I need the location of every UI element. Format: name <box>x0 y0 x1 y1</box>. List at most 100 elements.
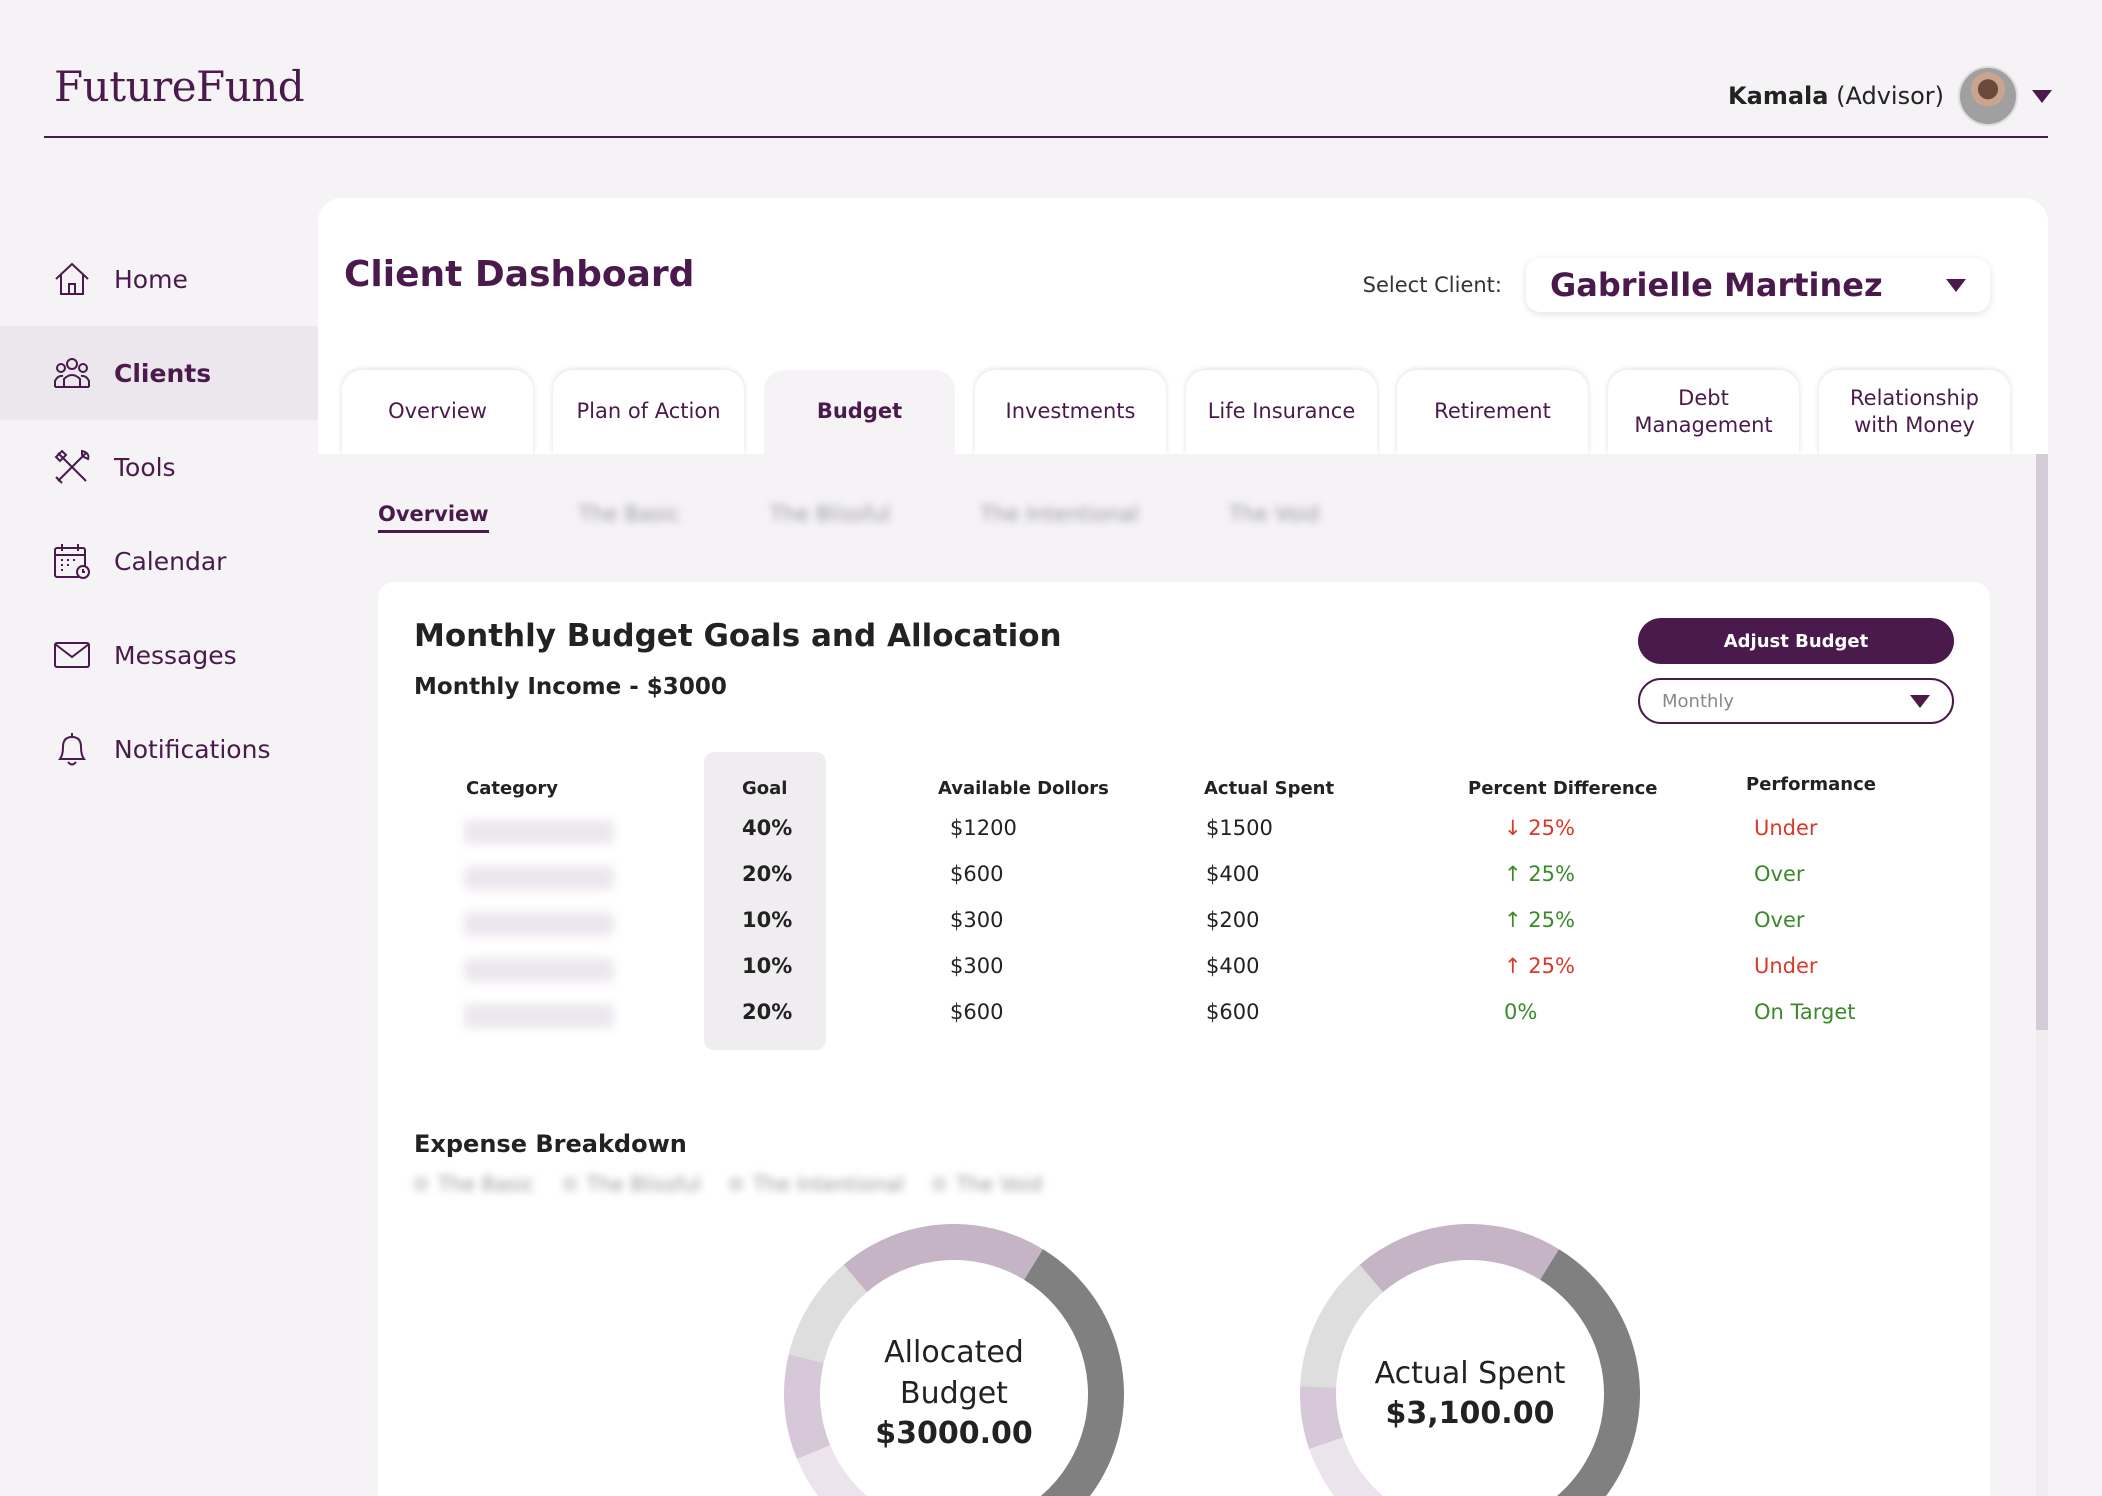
tab-life-insurance[interactable]: Life Insurance <box>1186 370 1377 454</box>
header-available: Available Dollors <box>938 778 1109 799</box>
legend-item: The Blissful <box>563 1172 702 1202</box>
goal-cell: 10% <box>742 954 793 978</box>
subtab-overview[interactable]: Overview <box>378 502 489 533</box>
header-divider <box>44 136 2048 138</box>
legend-item: The Basic <box>414 1172 535 1202</box>
percent-cell: 0% <box>1504 1000 1538 1024</box>
subtab-blurred[interactable]: The Blissful <box>770 502 891 526</box>
goal-cell: 20% <box>742 862 793 886</box>
tab-relationship-with-money[interactable]: Relationship with Money <box>1819 370 2010 454</box>
actual-donut-svg <box>1300 1224 1640 1496</box>
donut-slice <box>1300 1385 1344 1450</box>
chart-legend: The Basic The Blissful The Intentional T… <box>414 1172 1182 1202</box>
tab-investments[interactable]: Investments <box>975 370 1166 454</box>
sidebar-item-notifications[interactable]: Notifications <box>0 702 318 796</box>
page-title: Client Dashboard <box>344 254 695 295</box>
avatar[interactable] <box>1958 66 2018 126</box>
subtab-blurred[interactable]: The Intentional <box>980 502 1139 526</box>
period-value: Monthly <box>1662 690 1735 712</box>
tab-plan-of-action[interactable]: Plan of Action <box>553 370 744 454</box>
donut-slice <box>843 1224 1043 1293</box>
subtab-blurred[interactable]: The Basic <box>578 502 681 526</box>
percent-cell: ↑ 25% <box>1504 954 1575 978</box>
sidebar-item-home[interactable]: Home <box>0 232 318 326</box>
subtab-blurred[interactable]: The Void <box>1228 502 1320 526</box>
sidebar-item-clients[interactable]: Clients <box>0 326 318 420</box>
performance-cell: Under <box>1754 954 1818 978</box>
allocated-amount: $3000.00 <box>875 1416 1033 1452</box>
sidebar-item-messages[interactable]: Messages <box>0 608 318 702</box>
tab-overview[interactable]: Overview <box>342 370 533 454</box>
goal-cell: 10% <box>742 908 793 932</box>
performance-cell: On Target <box>1754 1000 1856 1024</box>
available-cell: $600 <box>950 1000 1004 1024</box>
actual-spent-donut: Actual Spent $3,100.00 <box>1300 1224 1640 1496</box>
chevron-down-icon[interactable] <box>2032 89 2052 103</box>
available-cell: $300 <box>950 908 1004 932</box>
performance-cell: Over <box>1754 862 1805 886</box>
main-panel: Client Dashboard Select Client: Gabriell… <box>318 198 2048 1496</box>
allocated-donut-label: Allocated Budget $3000.00 <box>784 1224 1124 1496</box>
sidebar-item-label: Messages <box>114 640 237 670</box>
allocated-label: Allocated Budget <box>884 1335 1024 1411</box>
legend-item: The Void <box>932 1172 1042 1202</box>
mail-icon <box>54 642 90 668</box>
sidebar: Home Clients Tools Calendar Messages Not… <box>0 232 318 796</box>
period-dropdown[interactable]: Monthly <box>1638 678 1954 724</box>
performance-cell: Under <box>1754 816 1818 840</box>
header-goal: Goal <box>742 778 788 799</box>
goal-cell: 40% <box>742 816 793 840</box>
user-role: (Advisor) <box>1836 82 1944 110</box>
scrollbar-thumb[interactable] <box>2036 454 2048 1030</box>
clients-icon <box>54 358 90 388</box>
performance-cell: Over <box>1754 908 1805 932</box>
category-cell-redacted <box>464 1004 614 1028</box>
selected-client-name: Gabrielle Martinez <box>1550 266 1883 304</box>
monthly-income: Monthly Income - $3000 <box>414 674 727 700</box>
donut-slice <box>796 1444 868 1496</box>
actual-cell: $600 <box>1206 1000 1260 1024</box>
chevron-down-icon <box>1910 694 1930 708</box>
donut-slice <box>1539 1249 1640 1496</box>
goal-cell: 20% <box>742 1000 793 1024</box>
budget-content: Overview The Basic The Blissful The Inte… <box>318 454 2048 1496</box>
category-cell-redacted <box>464 958 614 982</box>
sidebar-item-tools[interactable]: Tools <box>0 420 318 514</box>
actual-cell: $400 <box>1206 862 1260 886</box>
donut-slice <box>1309 1436 1384 1496</box>
dashboard-tabs: Overview Plan of Action Budget Investmen… <box>342 370 2010 454</box>
header-category: Category <box>466 778 559 799</box>
header-performance: Performance <box>1746 774 1876 795</box>
header-percent: Percent Difference <box>1468 778 1658 799</box>
donut-slice <box>1300 1264 1384 1389</box>
sidebar-item-label: Notifications <box>114 734 271 764</box>
sidebar-item-calendar[interactable]: Calendar <box>0 514 318 608</box>
expense-breakdown-title: Expense Breakdown <box>414 1130 687 1158</box>
tab-budget[interactable]: Budget <box>764 370 955 454</box>
tab-debt-management[interactable]: Debt Management <box>1608 370 1799 454</box>
select-client-label: Select Client: <box>1362 273 1502 297</box>
actual-cell: $1500 <box>1206 816 1273 840</box>
donut-slice <box>1359 1224 1559 1293</box>
scrollbar[interactable] <box>2036 454 2048 1496</box>
available-cell: $1200 <box>950 816 1017 840</box>
user-menu[interactable]: Kamala (Advisor) <box>1728 66 2052 126</box>
bell-icon <box>58 733 86 766</box>
actual-cell: $200 <box>1206 908 1260 932</box>
user-label: Kamala (Advisor) <box>1728 82 1944 110</box>
donut-slice <box>788 1264 868 1364</box>
category-cell-redacted <box>464 820 614 844</box>
actual-label: Actual Spent <box>1374 1355 1566 1391</box>
tab-retirement[interactable]: Retirement <box>1397 370 1588 454</box>
client-dropdown[interactable]: Gabrielle Martinez <box>1526 258 1990 312</box>
allocated-budget-donut: Allocated Budget $3000.00 <box>784 1224 1124 1496</box>
actual-donut-label: Actual Spent $3,100.00 <box>1300 1224 1640 1496</box>
client-selector: Select Client: Gabrielle Martinez <box>1363 258 1990 312</box>
goal-column-highlight <box>704 752 826 1050</box>
allocated-donut-svg <box>784 1224 1124 1496</box>
adjust-budget-button[interactable]: Adjust Budget <box>1638 618 1954 664</box>
app-logo: FutureFund <box>54 62 305 111</box>
chevron-down-icon <box>1946 278 1966 292</box>
budget-card: Monthly Budget Goals and Allocation Mont… <box>378 582 1990 1496</box>
calendar-icon <box>54 544 90 579</box>
